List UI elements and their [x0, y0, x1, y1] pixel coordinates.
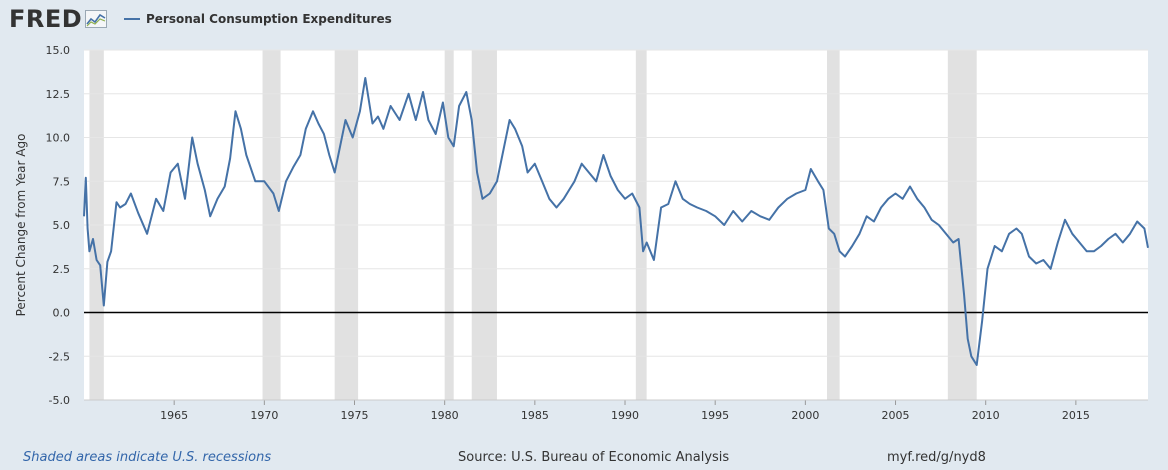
y-tick-label: 7.5 [53, 175, 71, 188]
source-text: Source: U.S. Bureau of Economic Analysis [458, 450, 730, 465]
series-layer [83, 77, 1149, 366]
short-link[interactable]: myf.red/g/nyd8 [887, 450, 986, 465]
x-tick-label: 1995 [701, 409, 729, 422]
y-tick-label: 2.5 [53, 263, 71, 276]
x-tick-label: 1980 [431, 409, 459, 422]
y-tick-label: -2.5 [49, 350, 70, 363]
legend-label: Personal Consumption Expenditures [146, 12, 392, 26]
fred-logo-text: FRED [9, 5, 83, 33]
chart-area: -5.0 -2.5 0.0 2.5 5.0 7.5 10.0 12.5 15.0 1965 197… [14, 44, 1149, 422]
x-tick-label: 2010 [972, 409, 1000, 422]
y-tick-label: 15.0 [46, 44, 71, 57]
y-tick-label: 0.0 [53, 307, 71, 320]
series-line [83, 77, 1149, 366]
x-axis-ticks: 1965 1970 1975 1980 1985 1990 1995 2000 2005 2010… [84, 399, 1148, 422]
x-tick-label: 2000 [791, 409, 819, 422]
y-tick-label: 12.5 [46, 88, 71, 101]
chart-legend: Personal Consumption Expenditures [124, 10, 392, 28]
x-tick-label: 1985 [521, 409, 549, 422]
x-tick-label: 1975 [341, 409, 369, 422]
x-tick-label: 2005 [882, 409, 910, 422]
x-tick-label: 1970 [250, 409, 278, 422]
y-axis-label: Percent Change from Year Ago [14, 134, 28, 317]
y-tick-label: -5.0 [49, 394, 70, 407]
y-tick-label: 10.0 [46, 132, 71, 145]
fred-logo[interactable]: FRED [9, 5, 108, 33]
recession-note: Shaded areas indicate U.S. recessions [23, 450, 272, 465]
x-tick-label: 1965 [160, 409, 188, 422]
graph-icon [85, 10, 108, 28]
x-tick-label: 1990 [611, 409, 639, 422]
y-tick-label: 5.0 [53, 219, 71, 232]
y-axis-ticks: -5.0 -2.5 0.0 2.5 5.0 7.5 10.0 12.5 15.0 [46, 44, 71, 407]
legend-swatch [124, 18, 140, 20]
x-tick-label: 2015 [1062, 409, 1090, 422]
